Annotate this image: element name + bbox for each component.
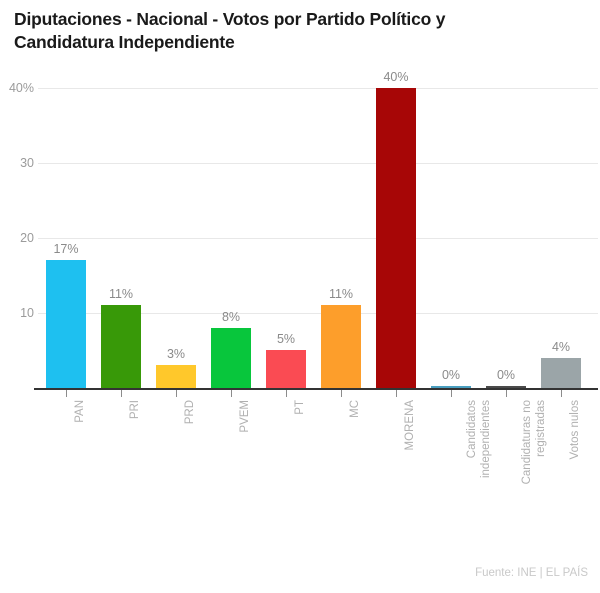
x-axis-label-candidatos-independientes: Candidatos independientes (466, 400, 493, 479)
bar-value-label: 0% (496, 367, 516, 382)
bar-value-label: 17% (53, 242, 79, 257)
x-axis-tick (451, 390, 452, 397)
y-axis-tick-label: 10 (20, 305, 34, 320)
gridline-30 (38, 162, 598, 164)
bar-candidatos-independientes[interactable] (431, 385, 471, 388)
bar-value-label: 3% (166, 347, 186, 362)
x-axis-tick (561, 390, 562, 397)
bar-value-label: 40% (383, 69, 409, 84)
bar-value-label: 8% (221, 309, 241, 324)
gridline-20 (38, 237, 598, 239)
page-title: Diputaciones - Nacional - Votos por Part… (14, 9, 446, 53)
x-axis-label-candidaturas-no-registradas: Candidaturas no registradas (521, 400, 548, 485)
bar-candidaturas-no-registradas[interactable] (486, 385, 526, 388)
y-axis-tick-label: 20 (20, 230, 34, 245)
bar-pt[interactable] (266, 350, 306, 388)
x-axis-label-morena: MORENA (404, 400, 416, 451)
bar-prd[interactable] (156, 365, 196, 388)
x-axis-label-mc: MC (349, 400, 361, 418)
bar-value-label: 4% (551, 339, 571, 354)
x-axis-tick (231, 390, 232, 397)
x-axis-line (34, 388, 598, 390)
bar-pvem[interactable] (211, 327, 251, 388)
x-axis-tick (121, 390, 122, 397)
bar-value-label: 11% (108, 287, 134, 302)
bar-pri[interactable] (101, 305, 141, 388)
source-note: Fuente: INE | EL PAÍS (475, 567, 588, 579)
x-axis-label-pri: PRI (129, 400, 141, 420)
x-axis-label-prd: PRD (184, 400, 196, 425)
gridline-10 (38, 312, 598, 314)
bar-morena[interactable] (376, 87, 416, 388)
bar-mc[interactable] (321, 305, 361, 388)
bar-value-label: 0% (441, 367, 461, 382)
x-axis-tick (506, 390, 507, 397)
bar-votos-nulos[interactable] (541, 357, 581, 388)
x-axis-label-pan: PAN (74, 400, 86, 423)
y-axis-tick-label: 30 (20, 155, 34, 170)
x-axis-tick (286, 390, 287, 397)
x-axis-label-pt: PT (294, 400, 306, 415)
bar-value-label: 11% (328, 287, 354, 302)
bar-pan[interactable] (46, 260, 86, 388)
gridline-40 (38, 87, 598, 89)
y-axis-tick-label: 40% (8, 80, 34, 95)
x-axis-tick (176, 390, 177, 397)
x-axis-tick (66, 390, 67, 397)
x-axis-label-votos-nulos: Votos nulos (569, 400, 581, 460)
bar-value-label: 5% (276, 332, 296, 347)
x-axis-tick (341, 390, 342, 397)
x-axis-label-pvem: PVEM (239, 400, 251, 433)
x-axis-tick (396, 390, 397, 397)
